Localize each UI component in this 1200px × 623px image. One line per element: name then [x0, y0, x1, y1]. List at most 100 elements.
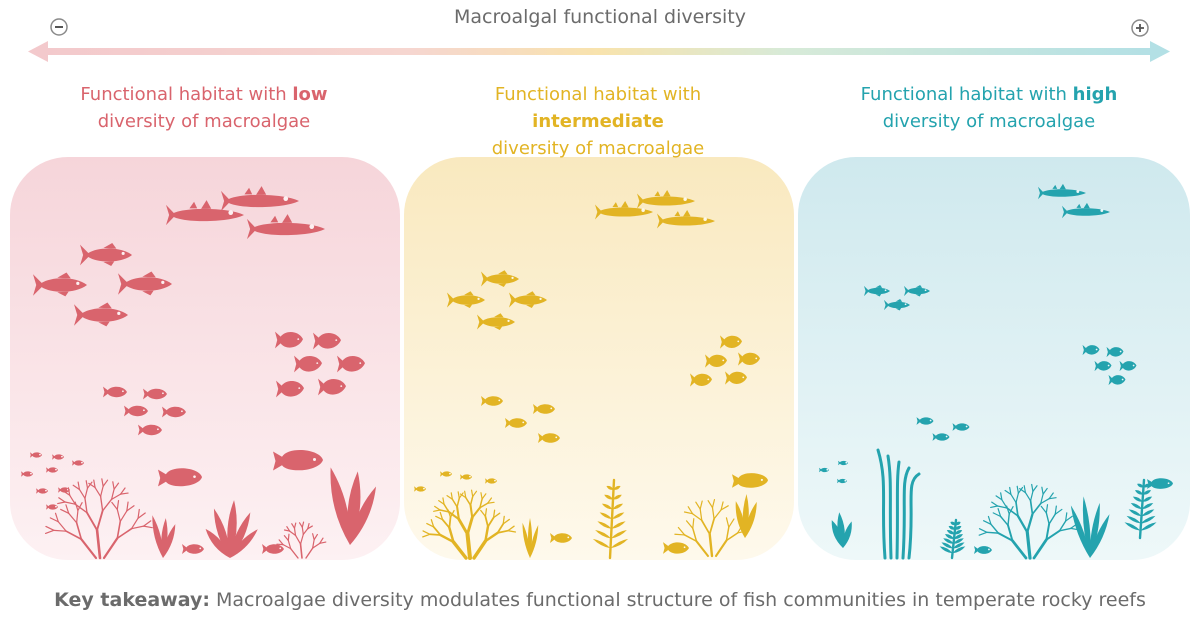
- macroalgae-icon: [205, 500, 258, 558]
- minus-icon: [50, 18, 68, 36]
- fish-icon: [1062, 202, 1110, 219]
- coral-icon: [978, 483, 1080, 560]
- key-takeaway-text: Macroalgae diversity modulates functiona…: [215, 589, 1146, 611]
- fish-icon: [143, 388, 167, 400]
- fish-icon: [52, 454, 64, 460]
- fish-icon: [262, 544, 284, 554]
- fish-icon: [509, 291, 547, 309]
- macroalgae-icon: [152, 515, 176, 558]
- macroalgae-icon: [939, 518, 966, 560]
- fish-icon: [916, 417, 934, 425]
- macroalgae-icon: [1124, 478, 1157, 540]
- fish-icon: [738, 352, 760, 366]
- heading-low: Functional habitat with low diversity of…: [34, 81, 374, 135]
- fish-icon: [690, 373, 712, 387]
- fish-icon: [275, 331, 303, 349]
- fish-icon: [904, 285, 930, 297]
- heading-intermediate-pre: Functional habitat with: [494, 84, 702, 105]
- macroalgae-layer: [44, 448, 1157, 560]
- heading-intermediate: Functional habitat with intermediate div…: [428, 81, 768, 162]
- fish-icon: [247, 214, 325, 240]
- fish-icon: [663, 542, 689, 554]
- fish-icon: [1108, 374, 1126, 386]
- fish-icon: [705, 354, 727, 368]
- fish-icon: [30, 452, 42, 458]
- coral-icon: [44, 478, 153, 560]
- fish-icon: [657, 209, 715, 229]
- fish-icon: [36, 488, 48, 494]
- fish-icon: [138, 424, 162, 436]
- fish-icon: [221, 186, 299, 212]
- key-takeaway: Key takeaway: Macroalgae diversity modul…: [0, 589, 1200, 611]
- fish-icon: [46, 467, 58, 473]
- fish-icon: [819, 467, 829, 473]
- fish-icon: [1119, 360, 1137, 372]
- macroalgae-icon: [592, 478, 629, 560]
- fish-icon: [864, 285, 890, 297]
- heading-intermediate-post: diversity of macroalgae: [491, 138, 705, 159]
- fish-icon: [732, 473, 768, 488]
- panel-high-habitat: [798, 157, 1190, 560]
- fish-icon: [72, 460, 84, 466]
- fish-icon: [158, 468, 202, 487]
- fish-icon: [838, 460, 848, 466]
- heading-low-key: low: [292, 84, 328, 105]
- plus-icon: [1131, 19, 1149, 37]
- fish-icon: [447, 291, 485, 309]
- fish-icon: [162, 406, 186, 418]
- fish-icon: [1038, 183, 1086, 200]
- fish-icon: [550, 533, 572, 543]
- fish-icon: [538, 433, 560, 443]
- heading-low-pre: Functional habitat with: [80, 84, 293, 105]
- fish-icon: [80, 243, 132, 266]
- fish-icon: [318, 378, 346, 396]
- fish-icon: [1094, 360, 1112, 372]
- fish-icon: [118, 271, 172, 296]
- fish-icon: [182, 544, 204, 554]
- fish-icon: [46, 504, 58, 510]
- fish-icon: [932, 433, 950, 441]
- fish-icon: [505, 418, 527, 428]
- key-takeaway-label: Key takeaway:: [54, 589, 210, 611]
- coral-icon: [674, 499, 748, 558]
- macroalgae-icon: [735, 494, 757, 538]
- fish-icon: [481, 270, 519, 288]
- macroalgae-icon: [1070, 496, 1110, 558]
- fish-icon: [481, 396, 503, 406]
- fish-icon: [337, 355, 365, 373]
- axis-title: Macroalgal functional diversity: [454, 6, 746, 28]
- heading-high-pre: Functional habitat with: [860, 84, 1073, 105]
- fish-icon: [1106, 346, 1124, 358]
- fish-icon: [1082, 344, 1100, 356]
- fish-icon: [74, 302, 128, 327]
- fish-icon: [33, 272, 87, 297]
- fish-icon: [273, 449, 323, 471]
- heading-high-key: high: [1072, 84, 1118, 105]
- heading-low-post: diversity of macroalgae: [97, 111, 311, 132]
- fish-icon: [884, 299, 910, 311]
- fish-icon: [720, 335, 742, 349]
- macroalgae-icon: [876, 448, 921, 560]
- panel-intermediate-habitat: [404, 157, 794, 560]
- fish-icon: [124, 405, 148, 417]
- heading-high-post: diversity of macroalgae: [882, 111, 1096, 132]
- fish-icon: [103, 386, 127, 398]
- fish-icon: [595, 200, 653, 220]
- fish-icon: [725, 371, 747, 385]
- coral-icon: [422, 489, 517, 560]
- macroalgae-icon: [522, 518, 539, 558]
- fish-icon: [21, 471, 33, 477]
- fish-icon: [485, 478, 497, 484]
- fish-icon: [837, 478, 847, 484]
- heading-high: Functional habitat with high diversity o…: [819, 81, 1159, 135]
- macroalgae-icon: [831, 512, 852, 548]
- heading-intermediate-key: intermediate: [532, 111, 664, 132]
- fish-icon: [1147, 478, 1173, 489]
- fish-icon: [533, 404, 555, 414]
- fish-icon: [440, 471, 452, 477]
- fish-icon: [637, 189, 695, 209]
- fish-icon: [414, 486, 426, 492]
- fish-icon: [166, 200, 244, 226]
- fish-icon: [294, 355, 322, 373]
